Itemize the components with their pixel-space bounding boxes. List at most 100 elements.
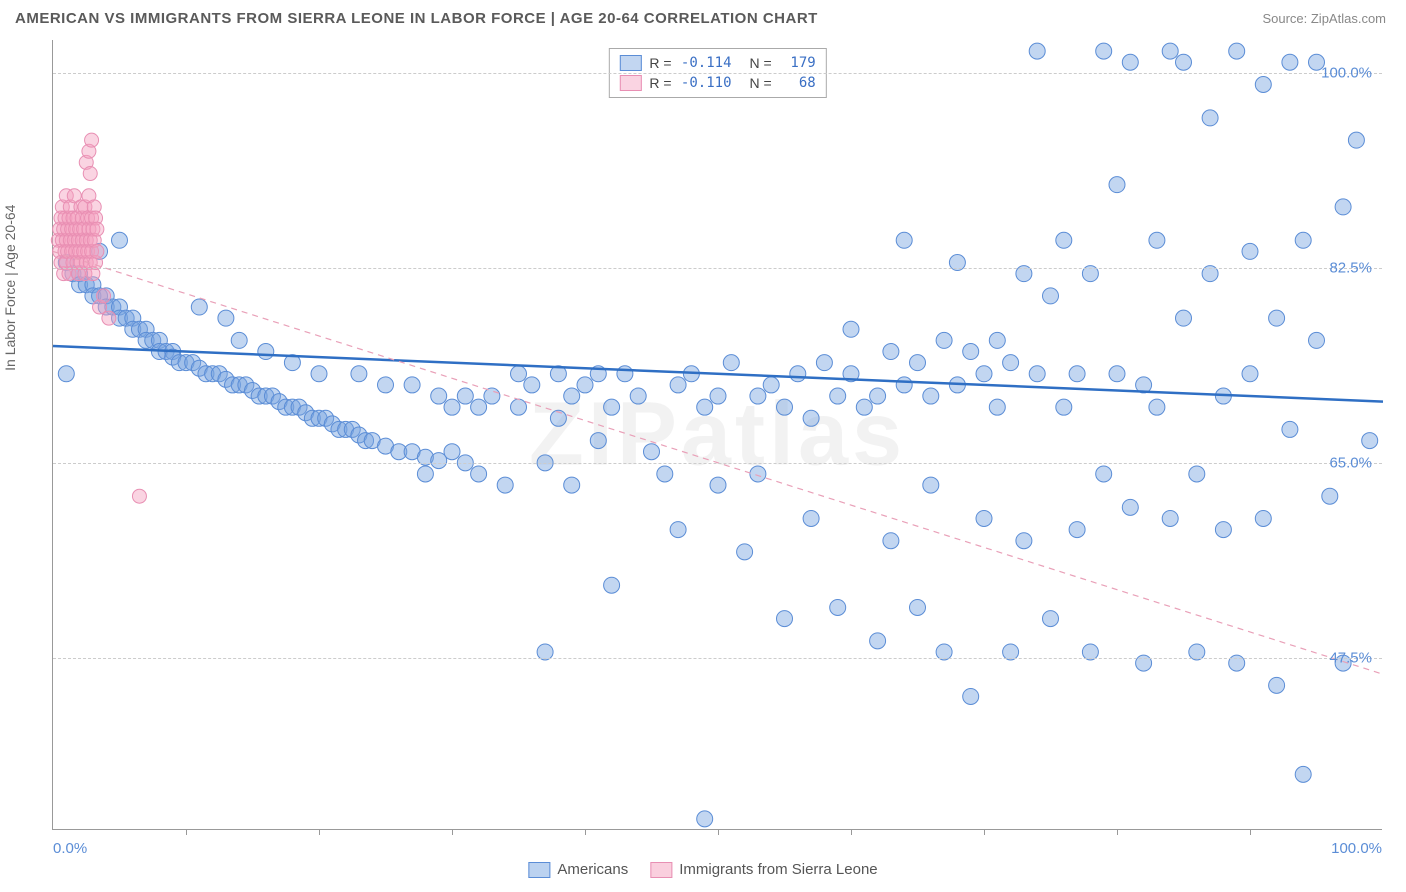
legend-swatch bbox=[619, 75, 641, 91]
data-point bbox=[457, 388, 473, 404]
x-min-label: 0.0% bbox=[53, 840, 87, 857]
gridline bbox=[53, 268, 1382, 269]
data-point bbox=[1309, 332, 1325, 348]
data-point bbox=[497, 477, 513, 493]
data-point bbox=[417, 466, 433, 482]
data-point bbox=[1176, 54, 1192, 70]
data-point bbox=[617, 366, 633, 382]
data-point bbox=[644, 444, 660, 460]
data-point bbox=[444, 399, 460, 415]
data-point bbox=[1242, 243, 1258, 259]
data-point bbox=[763, 377, 779, 393]
data-point bbox=[112, 232, 128, 248]
legend-n-value: 68 bbox=[780, 75, 816, 91]
data-point bbox=[1242, 366, 1258, 382]
data-point bbox=[870, 633, 886, 649]
data-point bbox=[1282, 421, 1298, 437]
legend-r-label: R = bbox=[649, 75, 671, 91]
data-point bbox=[511, 366, 527, 382]
data-point bbox=[989, 332, 1005, 348]
data-point bbox=[378, 377, 394, 393]
data-point bbox=[923, 477, 939, 493]
data-point bbox=[404, 377, 420, 393]
data-point bbox=[816, 355, 832, 371]
data-point bbox=[1016, 533, 1032, 549]
data-point bbox=[856, 399, 872, 415]
data-point bbox=[1362, 433, 1378, 449]
chart-title: AMERICAN VS IMMIGRANTS FROM SIERRA LEONE… bbox=[15, 10, 818, 27]
data-point bbox=[1149, 399, 1165, 415]
data-point bbox=[1202, 110, 1218, 126]
x-tick bbox=[1250, 829, 1251, 835]
legend-row: R =-0.114N =179 bbox=[619, 53, 815, 73]
y-axis-label: In Labor Force | Age 20-64 bbox=[2, 205, 18, 371]
x-tick bbox=[585, 829, 586, 835]
data-point bbox=[1069, 366, 1085, 382]
data-point bbox=[311, 366, 327, 382]
data-point bbox=[1335, 199, 1351, 215]
data-point bbox=[936, 332, 952, 348]
data-point bbox=[444, 444, 460, 460]
data-point bbox=[1043, 288, 1059, 304]
legend-row: R =-0.110N =68 bbox=[619, 73, 815, 93]
data-point bbox=[1282, 54, 1298, 70]
data-point bbox=[1122, 499, 1138, 515]
gridline bbox=[53, 73, 1382, 74]
data-point bbox=[258, 344, 274, 360]
data-point bbox=[1029, 366, 1045, 382]
data-point bbox=[1043, 611, 1059, 627]
data-point bbox=[1269, 310, 1285, 326]
x-tick bbox=[851, 829, 852, 835]
data-point bbox=[511, 399, 527, 415]
data-point bbox=[102, 311, 116, 325]
data-point bbox=[564, 477, 580, 493]
data-point bbox=[1229, 43, 1245, 59]
data-point bbox=[896, 232, 912, 248]
data-point bbox=[1215, 522, 1231, 538]
data-point bbox=[843, 321, 859, 337]
x-tick bbox=[984, 829, 985, 835]
data-point bbox=[471, 466, 487, 482]
data-point bbox=[830, 599, 846, 615]
data-point bbox=[870, 388, 886, 404]
chart-header: AMERICAN VS IMMIGRANTS FROM SIERRA LEONE… bbox=[0, 0, 1406, 32]
x-tick bbox=[319, 829, 320, 835]
data-point bbox=[85, 133, 99, 147]
data-point bbox=[737, 544, 753, 560]
data-point bbox=[1069, 522, 1085, 538]
data-point bbox=[750, 466, 766, 482]
legend-r-label: R = bbox=[649, 55, 671, 71]
legend-swatch bbox=[650, 862, 672, 878]
x-tick bbox=[718, 829, 719, 835]
gridline bbox=[53, 658, 1382, 659]
data-point bbox=[989, 399, 1005, 415]
data-point bbox=[1269, 677, 1285, 693]
x-tick bbox=[186, 829, 187, 835]
legend-swatch bbox=[528, 862, 550, 878]
data-point bbox=[710, 477, 726, 493]
data-point bbox=[1056, 232, 1072, 248]
data-point bbox=[1003, 355, 1019, 371]
data-point bbox=[910, 355, 926, 371]
series-legend: AmericansImmigrants from Sierra Leone bbox=[528, 861, 877, 878]
data-point bbox=[1109, 366, 1125, 382]
data-point bbox=[58, 366, 74, 382]
data-point bbox=[83, 167, 97, 181]
legend-swatch bbox=[619, 55, 641, 71]
data-point bbox=[484, 388, 500, 404]
data-point bbox=[431, 388, 447, 404]
data-point bbox=[1255, 77, 1271, 93]
data-point bbox=[351, 366, 367, 382]
data-point bbox=[90, 222, 104, 236]
data-point bbox=[550, 410, 566, 426]
data-point bbox=[670, 522, 686, 538]
data-point bbox=[670, 377, 686, 393]
data-point bbox=[883, 344, 899, 360]
legend-n-label: N = bbox=[750, 55, 772, 71]
data-point bbox=[1122, 54, 1138, 70]
data-point bbox=[1056, 399, 1072, 415]
data-point bbox=[1149, 232, 1165, 248]
data-point bbox=[723, 355, 739, 371]
data-point bbox=[1176, 310, 1192, 326]
data-point bbox=[883, 533, 899, 549]
